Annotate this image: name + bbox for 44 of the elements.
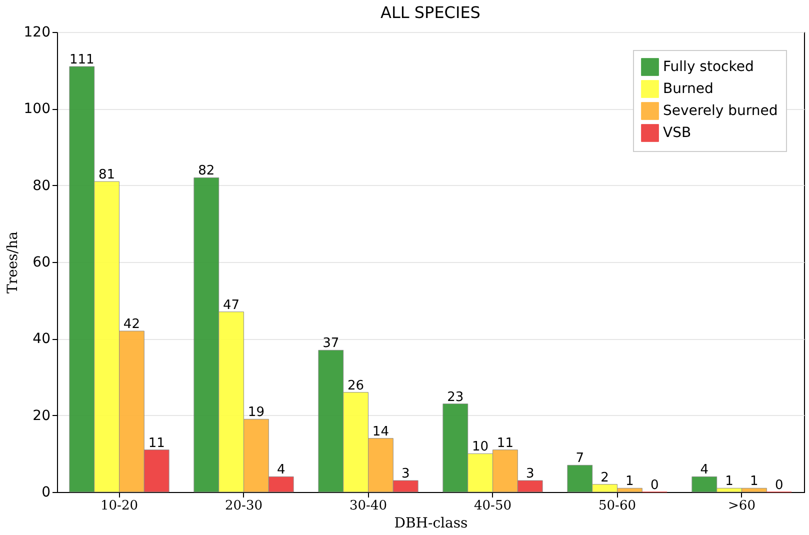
- data-label: 14: [372, 424, 389, 440]
- data-label: 37: [322, 336, 340, 352]
- data-label: 1: [626, 474, 634, 490]
- data-label: 26: [348, 378, 364, 394]
- y-tick-label: 80: [32, 178, 50, 194]
- data-label: 42: [123, 317, 140, 332]
- y-tick-label: 60: [32, 254, 50, 270]
- data-label: 19: [248, 405, 264, 420]
- data-label: 4: [700, 462, 709, 478]
- legend-label: Burned: [663, 81, 714, 97]
- data-label: 81: [98, 168, 116, 182]
- y-tick-label: 100: [24, 101, 50, 118]
- data-label: 82: [198, 164, 215, 179]
- y-axis-title: Trees/ha: [4, 232, 21, 294]
- y-tick-label: 40: [32, 331, 50, 348]
- data-label: 3: [526, 466, 534, 482]
- data-label: 1: [725, 474, 734, 490]
- data-label: 47: [223, 298, 240, 313]
- data-label: 1: [750, 474, 758, 490]
- legend-label: Severely burned: [663, 103, 778, 119]
- data-label: 11: [148, 436, 165, 451]
- y-tick-label: 120: [24, 24, 50, 40]
- x-tick-label: >60: [728, 498, 756, 514]
- x-tick-label: 50-60: [598, 498, 636, 514]
- x-tick-label: 40-50: [474, 498, 512, 514]
- data-label: 7: [576, 451, 584, 466]
- data-label: 3: [401, 466, 410, 482]
- data-label: 4: [276, 462, 286, 478]
- data-label: 10: [472, 440, 489, 455]
- data-label: 2: [600, 470, 609, 486]
- x-axis-title: DBH-class: [394, 516, 468, 532]
- data-label: 0: [650, 478, 659, 493]
- y-tick-label: 0: [42, 484, 50, 500]
- x-tick-label: 10-20: [100, 498, 138, 514]
- data-label: 111: [69, 52, 94, 68]
- legend-label: Fully stocked: [663, 59, 754, 75]
- data-label: 0: [774, 478, 784, 493]
- x-tick-label: 20-30: [225, 498, 262, 514]
- data-label: 23: [447, 390, 464, 405]
- data-label: 11: [496, 436, 514, 451]
- chart-title: ALL SPECIES: [380, 3, 480, 22]
- x-tick-label: 30-40: [350, 498, 387, 514]
- y-tick-label: 20: [32, 408, 50, 424]
- legend-label: VSB: [663, 125, 692, 141]
